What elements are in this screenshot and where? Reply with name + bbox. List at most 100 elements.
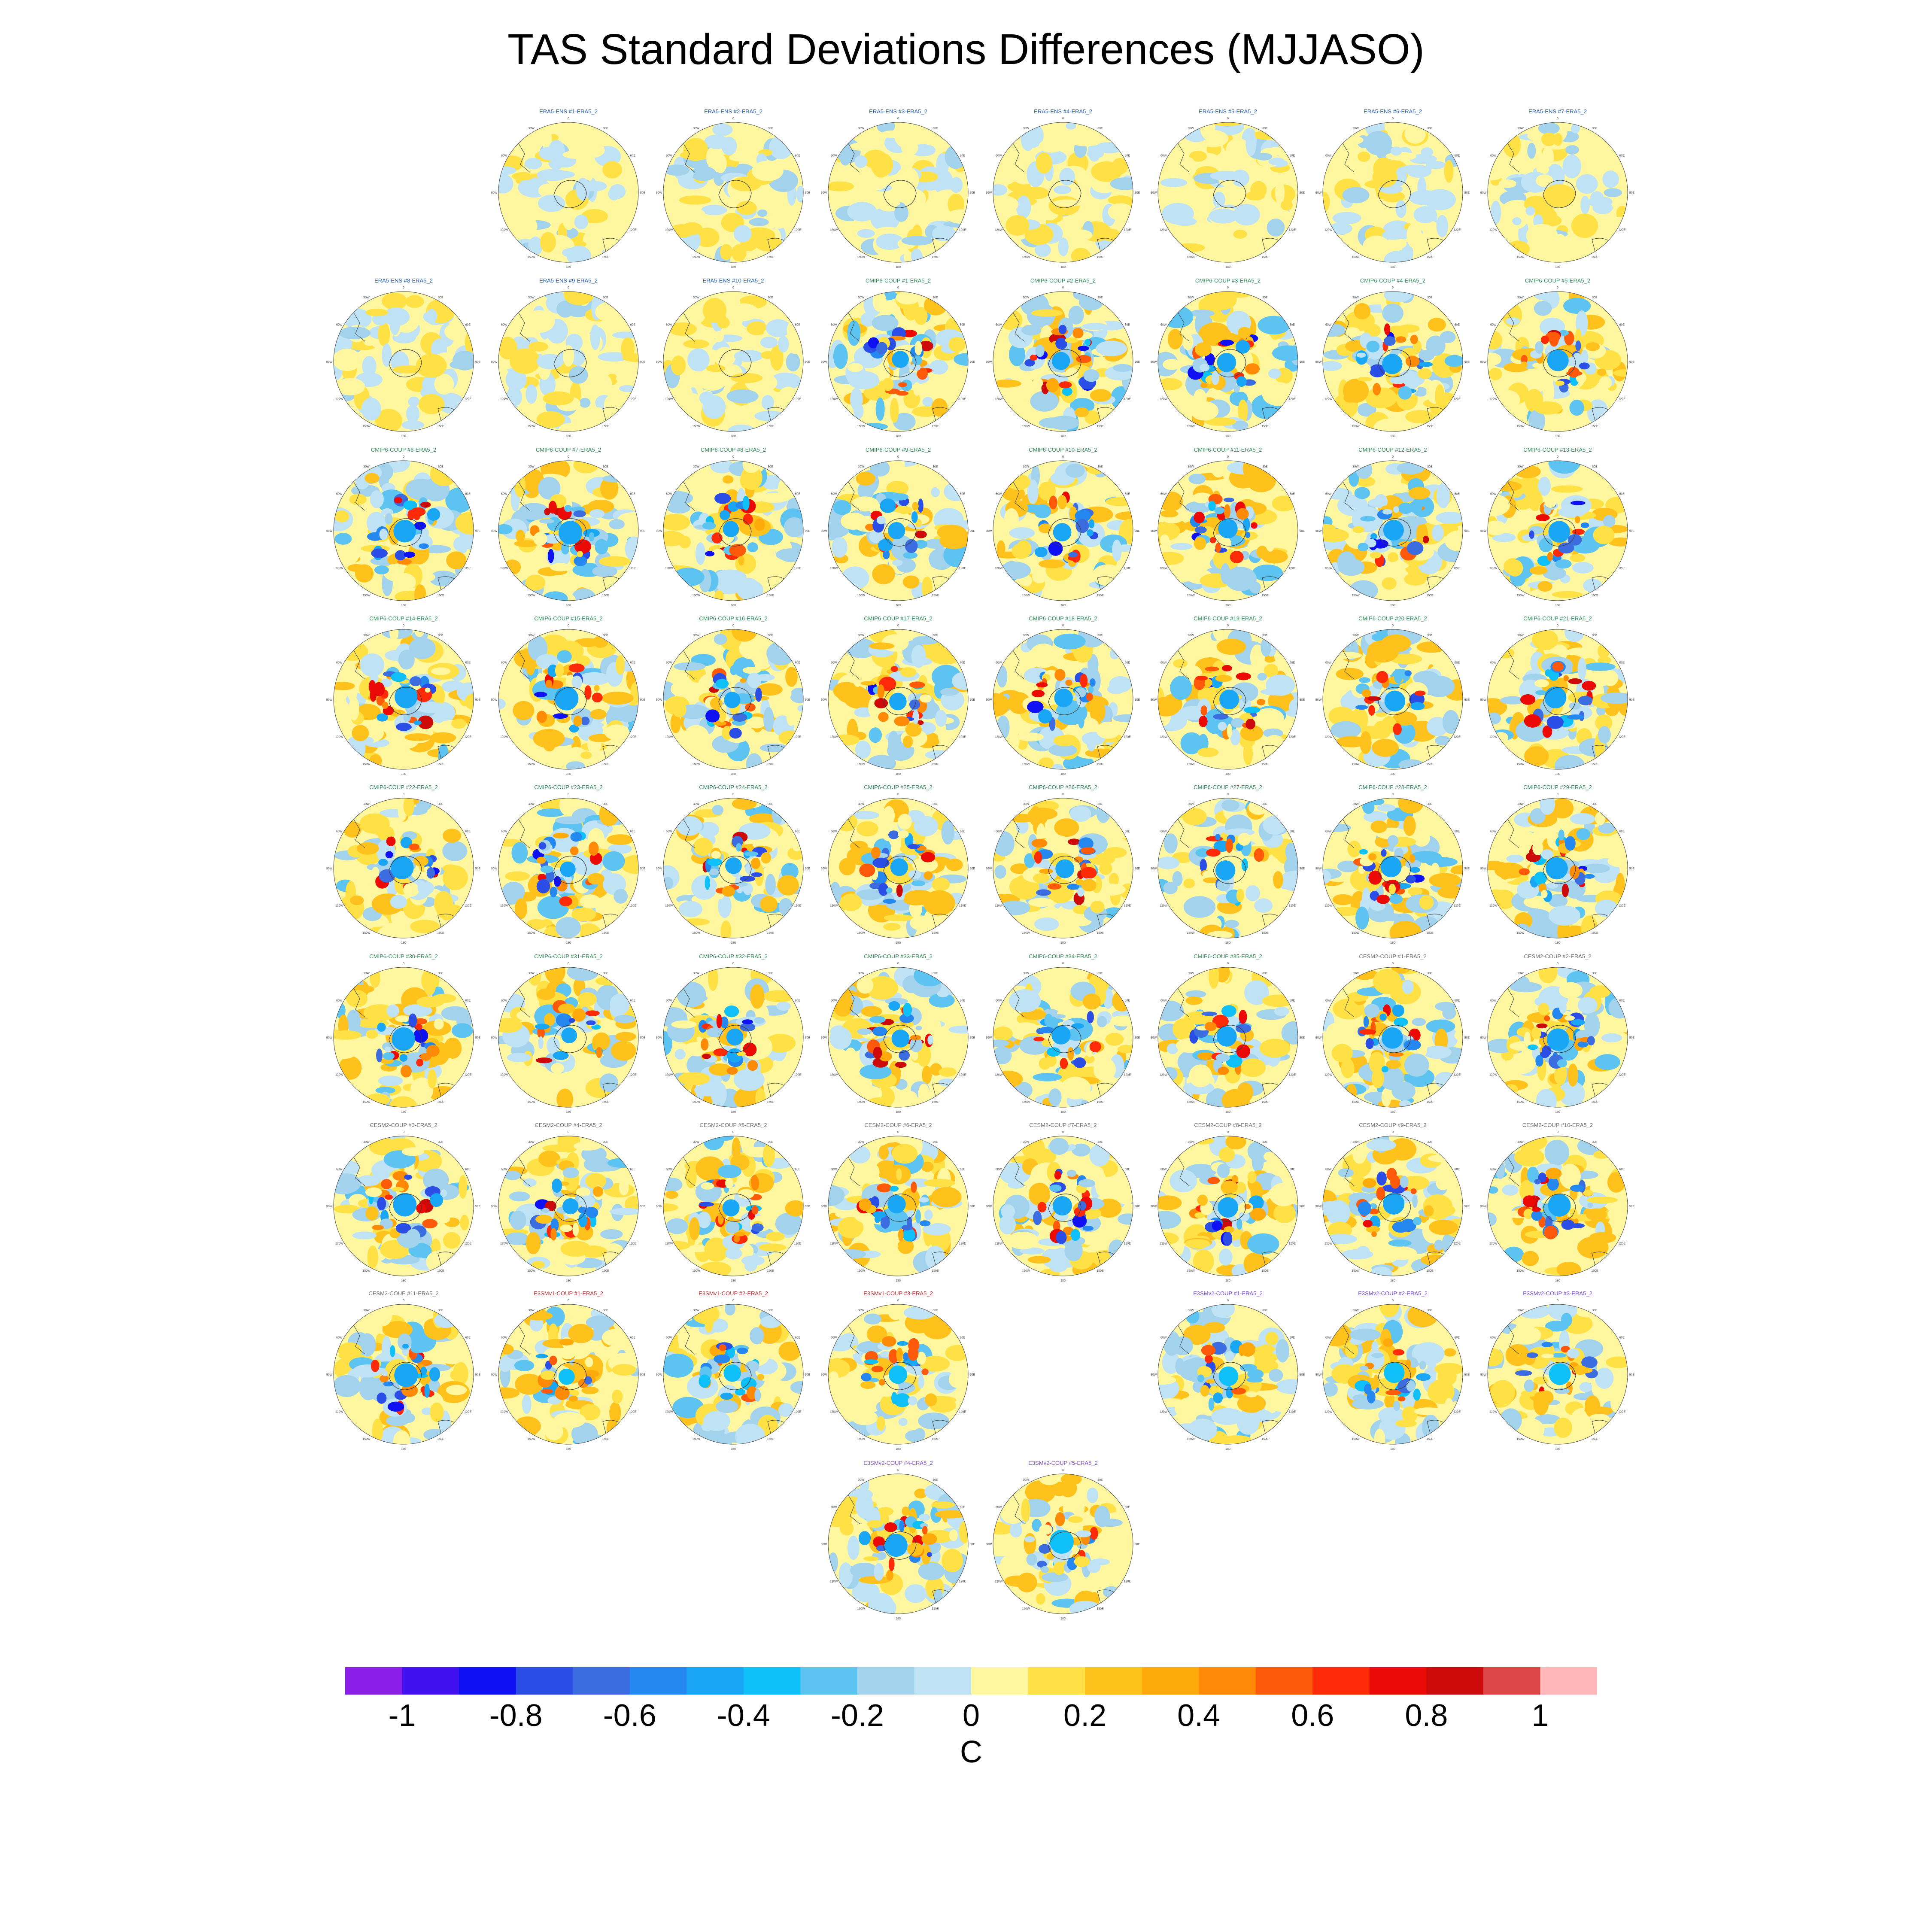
anomaly-blob: [1060, 1076, 1091, 1100]
anomaly-blob: [1323, 529, 1349, 542]
longitude-label: 90E: [1300, 867, 1305, 870]
anomaly-blob: [1112, 364, 1133, 372]
anomaly-blob: [663, 1031, 673, 1056]
anomaly-blob: [935, 710, 947, 727]
longitude-label: 90E: [1300, 191, 1305, 194]
anomaly-blob: [1558, 330, 1569, 336]
anomaly-blob: [1183, 896, 1216, 918]
anomaly-blob: [1209, 537, 1216, 544]
anomaly-blob: [452, 1023, 473, 1038]
anomaly-blob: [903, 894, 929, 905]
anomaly-blob: [716, 1014, 722, 1029]
anomaly-blob: [876, 342, 888, 355]
panel-title: CMIP6-COUP #30-ERA5_2: [369, 953, 438, 960]
anomaly-blob: [1408, 487, 1431, 500]
anomaly-blob: [1254, 848, 1264, 862]
anomaly-blob: [618, 512, 638, 526]
panel-title: CMIP6-COUP #26-ERA5_2: [1029, 784, 1097, 790]
anomaly-blob: [1395, 336, 1406, 343]
anomaly-blob: [1188, 474, 1206, 484]
anomaly-blob: [874, 698, 888, 708]
longitude-label: 120E: [465, 736, 472, 739]
panel-title: CMIP6-COUP #5-ERA5_2: [1525, 277, 1591, 284]
longitude-label: 0: [1557, 793, 1558, 796]
anomaly-blob: [540, 232, 556, 253]
anomaly-blob: [672, 568, 705, 587]
longitude-label: 180: [1060, 604, 1066, 607]
longitude-label: 150E: [602, 763, 609, 766]
anomaly-blob: [1362, 887, 1371, 911]
anomaly-blob: [1602, 670, 1619, 687]
longitude-label: 60E: [1125, 155, 1130, 158]
anomaly-blob: [760, 743, 788, 753]
anomaly-blob: [1519, 868, 1530, 875]
map-panel: CMIP6-COUP #1-ERA5_2 0 30E 60E 90E 120E 150E 18…: [817, 277, 980, 440]
longitude-label: 60E: [960, 155, 966, 158]
longitude-label: 90E: [1300, 699, 1305, 702]
anomaly-blob: [1551, 485, 1583, 493]
map-border: [1487, 460, 1628, 601]
anomaly-blob: [1073, 1057, 1086, 1068]
anomaly-blob: [403, 500, 417, 510]
anomaly-blob: [512, 172, 534, 181]
anomaly-blob: [1205, 666, 1219, 671]
longitude-label: 0: [1062, 793, 1064, 796]
anomaly-blob: [1158, 552, 1184, 565]
longitude-label: 150E: [1426, 763, 1434, 766]
longitude-label: 180: [731, 773, 736, 776]
anomaly-blob: [431, 667, 451, 675]
longitude-label: 60W: [336, 999, 343, 1002]
anomaly-blob: [455, 331, 466, 339]
anomaly-blob: [555, 917, 581, 938]
anomaly-blob: [902, 1002, 912, 1017]
longitude-label: 150W: [1516, 763, 1525, 766]
anomaly-blob: [1569, 702, 1581, 710]
longitude-label: 150E: [932, 932, 939, 935]
anomaly-blob: [540, 865, 554, 873]
longitude-label: 0: [732, 117, 734, 120]
anomaly-blob: [1078, 714, 1084, 729]
anomaly-blob: [1580, 522, 1589, 529]
coastline: [1341, 310, 1355, 342]
anomaly-blob: [1080, 674, 1088, 688]
map-panel: ERA5-ENS #9-ERA5_2 0 30E 60E 90E 120E 150E 180 1…: [487, 277, 650, 440]
coastline: [1213, 349, 1246, 377]
anomaly-core: [1382, 354, 1403, 374]
coastline: [352, 310, 365, 342]
longitude-label: 180: [1225, 266, 1230, 269]
anomaly-blob: [403, 882, 419, 897]
longitude-label: 120W: [1489, 905, 1498, 908]
anomaly-blob: [920, 694, 932, 703]
anomaly-blob: [401, 420, 424, 430]
anomaly-blob: [1409, 501, 1423, 513]
longitude-label: 180: [1060, 1111, 1066, 1114]
longitude-label: 30W: [1023, 803, 1029, 806]
longitude-label: 60E: [1455, 830, 1460, 833]
longitude-label: 60E: [795, 324, 801, 327]
panel-title: CMIP6-COUP #31-ERA5_2: [534, 953, 603, 960]
anomaly-blob: [1210, 461, 1227, 478]
anomaly-blob: [998, 901, 1030, 915]
anomaly-blob: [1388, 483, 1409, 494]
anomaly-blob: [743, 513, 753, 525]
anomaly-blob: [1416, 641, 1446, 653]
anomaly-blob: [1365, 387, 1397, 409]
anomaly-blob: [866, 976, 899, 1000]
longitude-label: 180: [1390, 942, 1395, 945]
anomaly-blob: [1215, 1054, 1230, 1062]
panel-title: CMIP6-COUP #22-ERA5_2: [369, 784, 438, 790]
anomaly-blob: [334, 510, 349, 522]
anomaly-blob: [1119, 519, 1133, 544]
anomaly-blob: [515, 898, 528, 919]
anomaly-blob: [882, 806, 895, 826]
anomaly-blob: [833, 682, 860, 700]
anomaly-blob: [1053, 199, 1083, 207]
anomaly-blob: [1548, 905, 1581, 926]
longitude-label: 150E: [767, 594, 774, 597]
anomaly-blob: [403, 713, 411, 722]
